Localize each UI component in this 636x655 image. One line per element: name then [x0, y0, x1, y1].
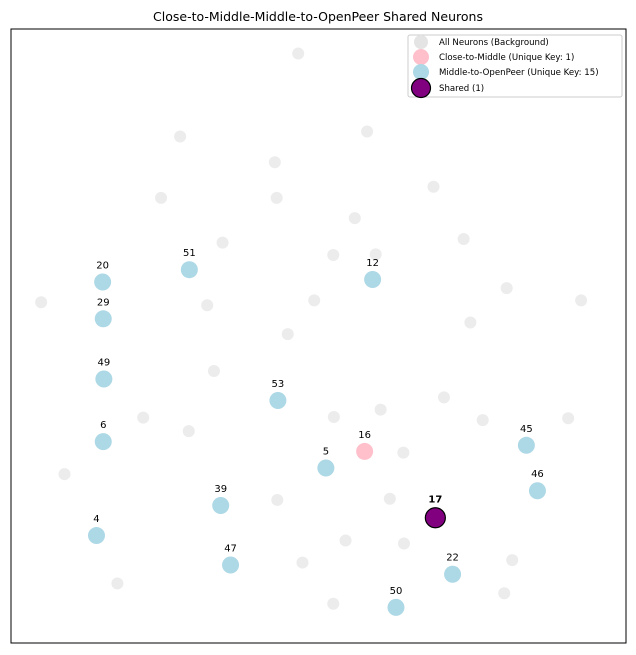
middle-to-openpeer-point — [180, 261, 198, 279]
background-neuron-point — [476, 414, 489, 427]
background-neuron-point — [427, 180, 440, 193]
point-label: 47 — [224, 544, 237, 555]
background-neuron-point — [327, 411, 340, 424]
background-neuron-point — [457, 232, 470, 245]
background-neuron-point — [292, 47, 305, 60]
point-label: 46 — [531, 469, 544, 480]
middle-to-openpeer-point — [95, 370, 113, 388]
point-label: 39 — [214, 484, 227, 495]
background-neuron-point — [369, 248, 382, 261]
background-neuron-point — [562, 412, 575, 425]
background-neuron-point — [58, 468, 71, 481]
background-neuron-point — [155, 191, 168, 204]
point-label: 29 — [97, 297, 110, 308]
legend-label: Close-to-Middle (Unique Key: 1) — [439, 53, 574, 63]
background-neuron-point — [201, 299, 214, 312]
background-neuron-point — [207, 364, 220, 377]
legend-marker-middle-to-openpeer — [413, 64, 429, 80]
close-to-middle-point — [356, 442, 374, 460]
middle-to-openpeer-point — [444, 565, 462, 583]
chart-title: Close-to-Middle-Middle-to-OpenPeer Share… — [153, 9, 483, 24]
point-label: 5 — [323, 447, 329, 458]
background-neuron-point — [348, 212, 361, 225]
background-neuron-point — [339, 534, 352, 547]
middle-to-openpeer-point — [364, 271, 382, 289]
point-label: 45 — [520, 424, 533, 435]
middle-to-openpeer-point — [222, 556, 240, 574]
point-label: 22 — [446, 553, 459, 564]
point-label: 12 — [366, 258, 379, 269]
background-neuron-point — [327, 597, 340, 610]
legend-label: All Neurons (Background) — [439, 38, 549, 48]
middle-to-openpeer-point — [87, 527, 105, 545]
background-neuron-point — [397, 537, 410, 550]
middle-to-openpeer-point — [212, 496, 230, 514]
background-neuron-point — [500, 282, 513, 295]
background-neuron-point — [506, 554, 519, 567]
background-neuron-point — [271, 493, 284, 506]
shared-point — [424, 507, 446, 529]
middle-to-openpeer-point — [94, 433, 112, 451]
legend-marker-close-to-middle — [413, 49, 429, 65]
legend-box — [407, 34, 623, 98]
middle-to-openpeer-point — [528, 482, 546, 500]
unique-points — [87, 261, 546, 616]
background-neuron-point — [397, 446, 410, 459]
legend: All Neurons (Background) Close-to-Middle … — [407, 34, 623, 99]
point-label: 16 — [358, 430, 371, 441]
middle-to-openpeer-point — [269, 391, 287, 409]
background-neuron-point — [437, 391, 450, 404]
plot-frame — [10, 28, 627, 644]
background-neuron-point — [137, 411, 150, 424]
legend-label: Shared (1) — [439, 84, 484, 94]
point-label: 4 — [93, 514, 99, 525]
point-label: 50 — [390, 586, 403, 597]
background-neuron-point — [111, 577, 124, 590]
background-neuron-point — [575, 294, 588, 307]
background-neuron-point — [281, 328, 294, 341]
point-label: 53 — [272, 379, 285, 390]
middle-to-openpeer-point — [94, 273, 112, 291]
point-label: 20 — [96, 260, 109, 271]
background-neuron-point — [361, 125, 374, 138]
middle-to-openpeer-point — [517, 436, 535, 454]
background-neuron-point — [174, 130, 187, 143]
point-label: 6 — [100, 420, 106, 431]
middle-to-openpeer-point — [94, 310, 112, 328]
background-neuron-point — [216, 236, 229, 249]
legend-label: Middle-to-OpenPeer (Unique Key: 15) — [439, 68, 599, 78]
background-neuron-point — [296, 556, 309, 569]
background-neuron-point — [270, 191, 283, 204]
background-neuron-point — [383, 492, 396, 505]
middle-to-openpeer-point — [387, 598, 405, 616]
background-neuron-point — [308, 294, 321, 307]
point-label: 17 — [428, 495, 442, 506]
point-labels: 16 20 51 12 29 49 53 6 5 45 46 39 4 47 22 50 17 — [93, 248, 544, 597]
background-neuron-point — [498, 587, 511, 600]
background-neuron-point — [464, 316, 477, 329]
point-label: 51 — [183, 248, 196, 259]
middle-to-openpeer-point — [317, 459, 335, 477]
background-neuron-point — [35, 296, 48, 309]
background-neuron-point — [374, 403, 387, 416]
background-points — [35, 47, 588, 610]
legend-marker-shared — [410, 77, 432, 99]
background-neuron-point — [327, 248, 340, 261]
legend-marker-background — [414, 35, 428, 49]
point-label: 49 — [97, 357, 110, 368]
background-neuron-point — [182, 425, 195, 438]
background-neuron-point — [268, 156, 281, 169]
